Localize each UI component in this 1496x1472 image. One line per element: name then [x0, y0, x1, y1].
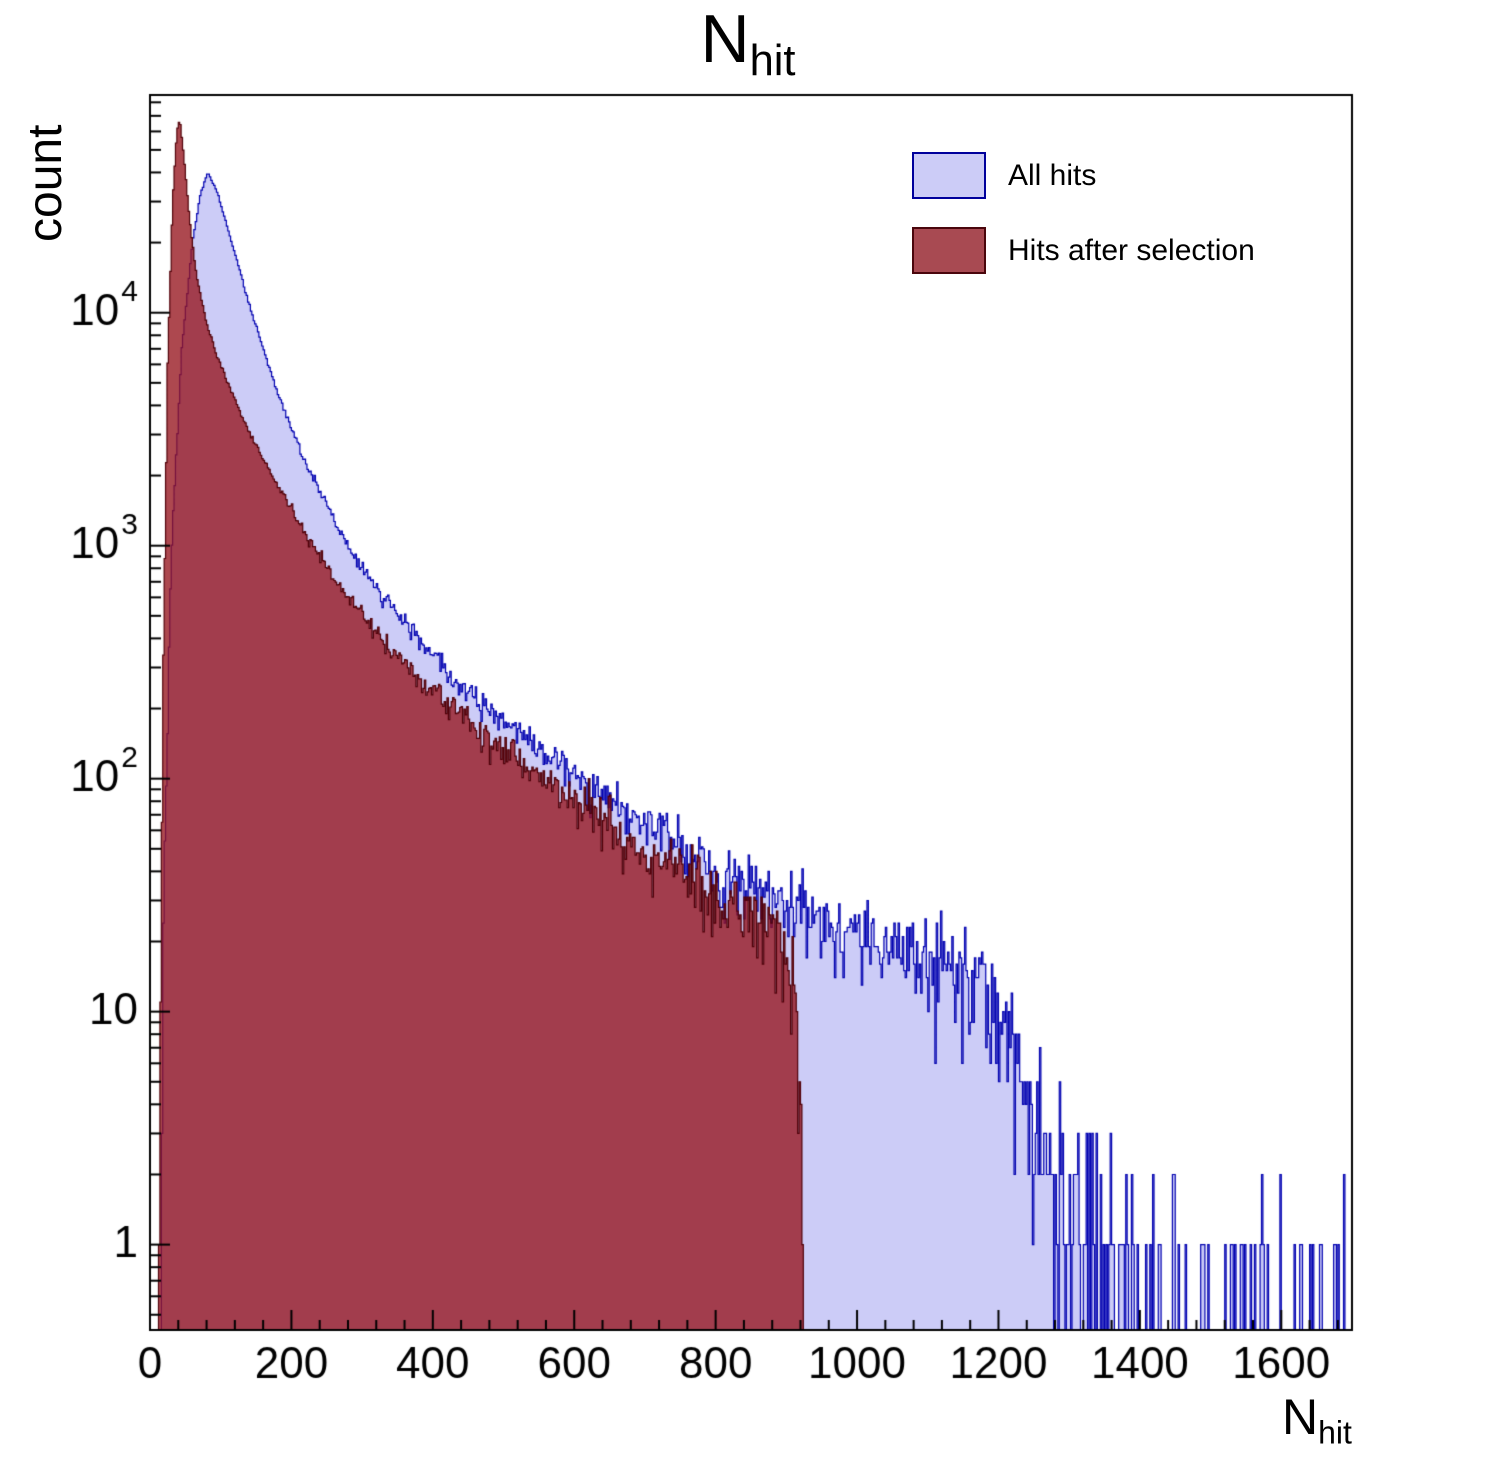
chart-title-subscript: hit — [749, 37, 796, 86]
y-axis-label: count — [19, 124, 72, 242]
chart-title: Nhit — [0, 2, 1496, 86]
chart-title-main: N — [700, 1, 750, 77]
legend-item-all-hits: All hits — [912, 152, 1255, 199]
legend-label-selection: Hits after selection — [1008, 233, 1255, 267]
legend-swatch-all-hits — [912, 152, 986, 199]
legend-item-selection: Hits after selection — [912, 227, 1255, 274]
legend-swatch-selection — [912, 227, 986, 274]
x-axis-label-subscript: hit — [1318, 1414, 1352, 1451]
legend-label-all-hits: All hits — [1008, 158, 1097, 192]
legend: All hits Hits after selection — [912, 152, 1255, 274]
x-axis-label: Nhit — [1282, 1388, 1352, 1452]
x-axis-label-main: N — [1282, 1389, 1319, 1445]
